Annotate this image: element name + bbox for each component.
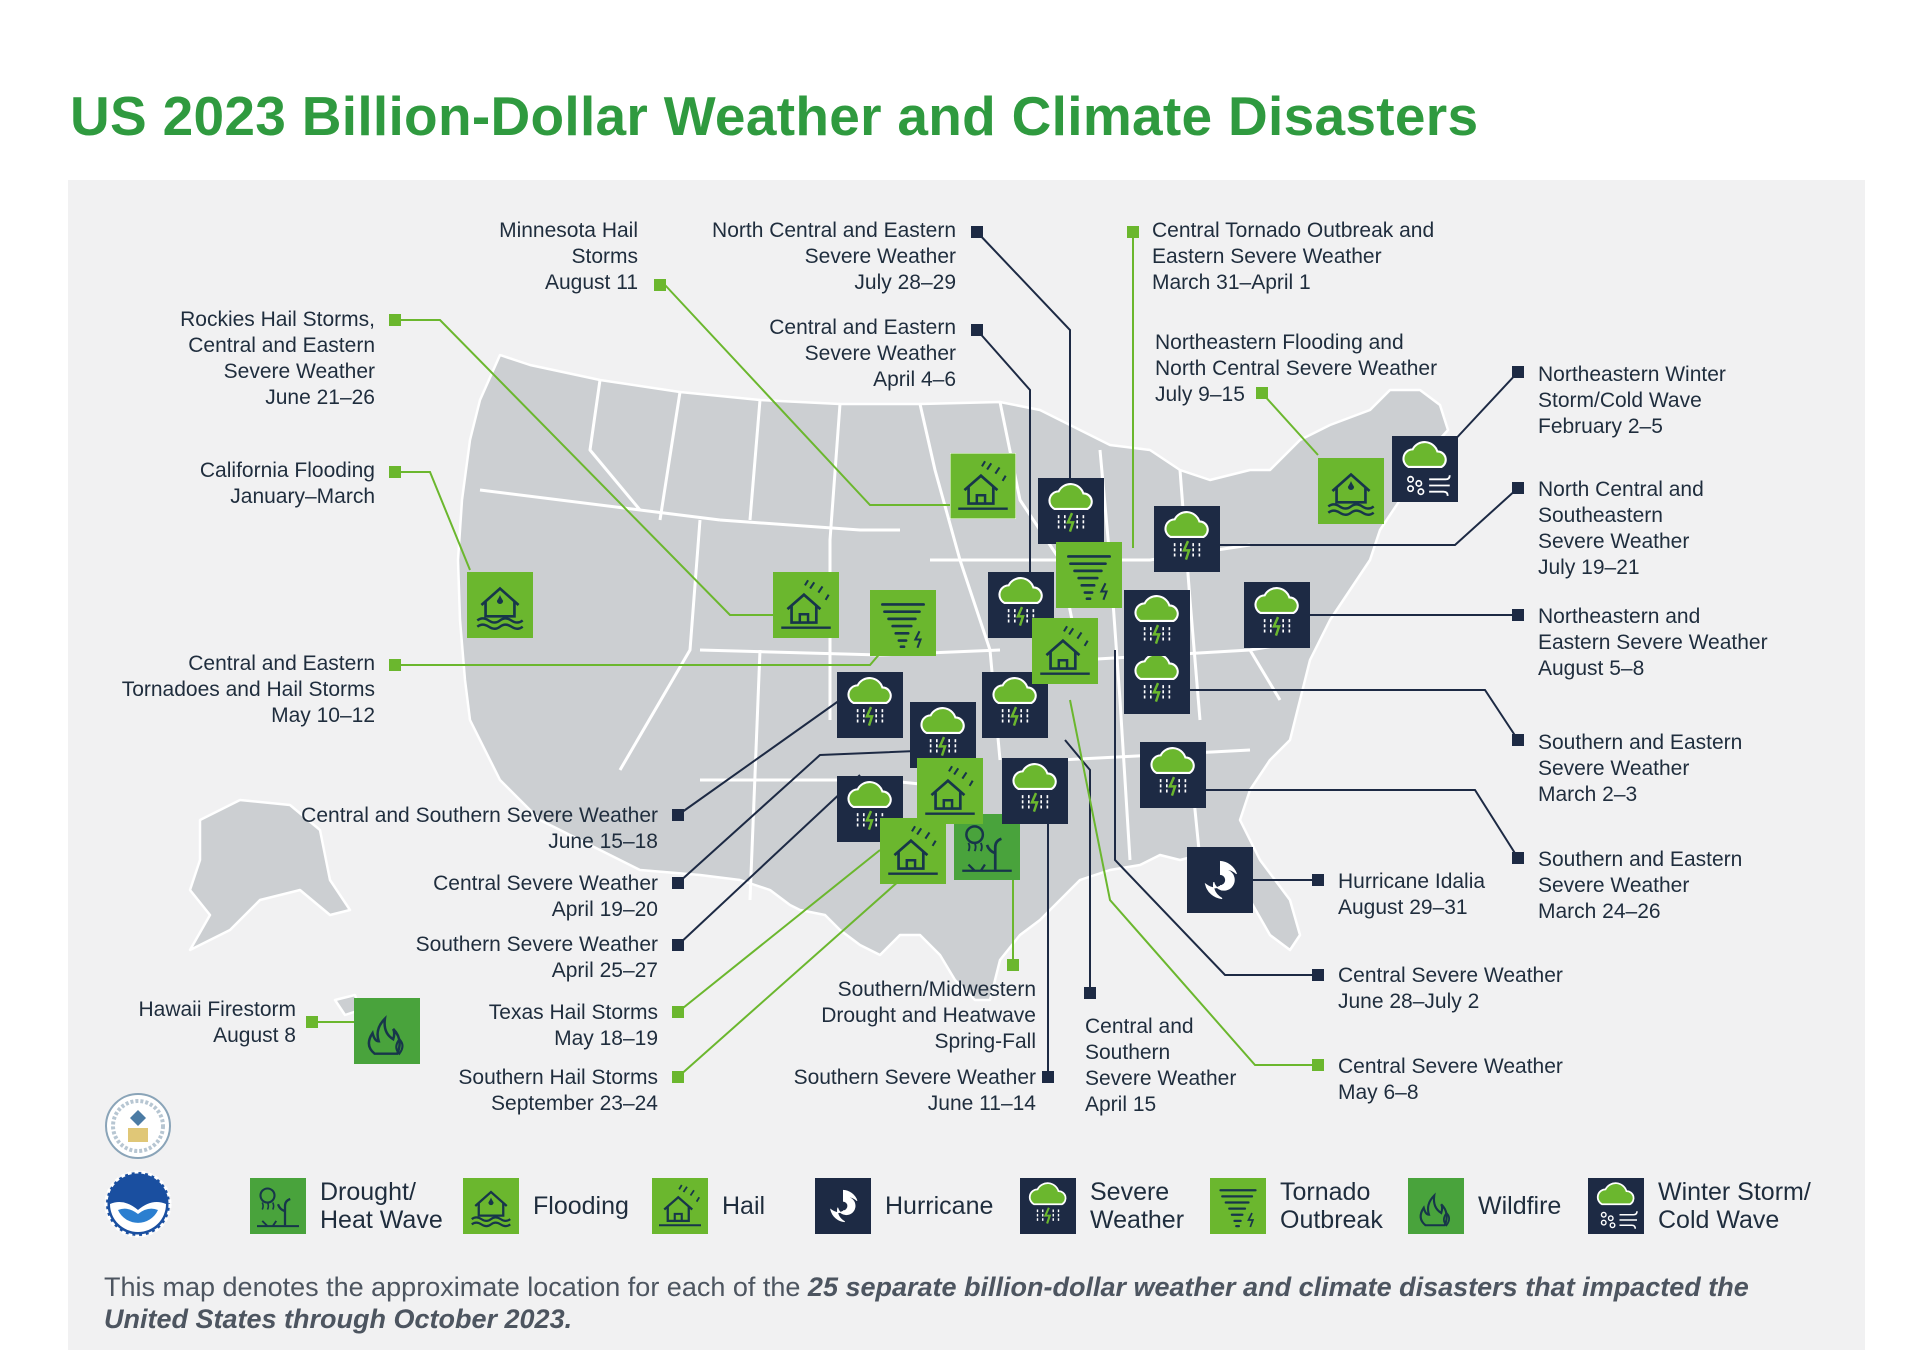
legend-item-severe-weather: Severe Weather [1020, 1178, 1184, 1234]
us-landmass [188, 353, 1450, 1034]
tornado-icon [1056, 542, 1122, 608]
hurricane-icon [815, 1178, 871, 1234]
caption-bold: 25 separate billion-dollar weather and c… [104, 1272, 1749, 1334]
legend-item-flooding: Flooding [463, 1178, 629, 1234]
hail-icon [773, 572, 839, 638]
legend-item-drought: Drought/ Heat Wave [250, 1178, 443, 1234]
legend-label: Hail [722, 1192, 766, 1220]
noaa-logo-icon [104, 1170, 172, 1238]
hail-icon [917, 758, 983, 824]
hail-icon [652, 1178, 708, 1234]
event-label-rockies-hail: Rockies Hail Storms, Central and Eastern… [180, 308, 375, 409]
severe-weather-icon [1244, 582, 1310, 648]
legend-label: Tornado Outbreak [1280, 1178, 1383, 1234]
event-label-northeastern-eastern-august: Northeastern and Eastern Severe Weather … [1538, 605, 1768, 680]
tornado-icon [1210, 1178, 1266, 1234]
legend-label: Wildfire [1478, 1192, 1562, 1220]
severe-weather-icon [1154, 506, 1220, 572]
event-label-southern-hail-september: Southern Hail Storms September 23–24 [458, 1066, 658, 1115]
hurricane-icon [1187, 847, 1253, 913]
legend-label: Severe Weather [1090, 1178, 1185, 1234]
page-title: US 2023 Billion-Dollar Weather and Clima… [70, 85, 1479, 147]
commerce-seal-icon [105, 1093, 171, 1159]
flooding-icon [463, 1178, 519, 1234]
legend-label: Flooding [533, 1192, 629, 1220]
caption: This map denotes the approximate locatio… [104, 1271, 1804, 1335]
event-label-north-central-eastern-july: North Central and Eastern Severe Weather… [712, 219, 956, 294]
event-label-southern-severe-april-25: Southern Severe Weather April 25–27 [415, 933, 658, 982]
event-label-california-flooding: California Flooding January–March [199, 459, 375, 508]
event-label-southern-eastern-march-2: Southern and Eastern Severe Weather Marc… [1538, 731, 1743, 806]
flooding-icon [467, 572, 533, 638]
severe-weather-icon [1038, 478, 1104, 544]
legend-item-wildfire: Wildfire [1408, 1178, 1561, 1234]
hail-icon [1032, 618, 1098, 684]
legend-item-hurricane: Hurricane [815, 1178, 993, 1234]
legend-label: Winter Storm/ Cold Wave [1658, 1178, 1811, 1234]
legend-label: Drought/ Heat Wave [320, 1178, 443, 1234]
severe-weather-icon [1124, 648, 1190, 714]
event-label-texas-hail: Texas Hail Storms May 18–19 [488, 1001, 658, 1050]
legend-item-tornado: Tornado Outbreak [1210, 1178, 1383, 1234]
winter-storm-icon [1392, 436, 1458, 502]
event-label-southern-severe-june-11: Southern Severe Weather June 11–14 [793, 1066, 1036, 1115]
event-label-hawaii-firestorm: Hawaii Firestorm August 8 [138, 998, 296, 1047]
hail-icon [950, 453, 1016, 519]
event-label-central-eastern-tornadoes: Central and Eastern Tornadoes and Hail S… [121, 652, 375, 727]
event-label-southern-eastern-march-24: Southern and Eastern Severe Weather Marc… [1538, 848, 1743, 923]
hail-icon [880, 818, 946, 884]
severe-weather-icon [1002, 758, 1068, 824]
leader-endpoints [306, 226, 1524, 1083]
event-label-central-severe-june-28: Central Severe Weather June 28–July 2 [1338, 964, 1563, 1013]
tornado-icon [870, 590, 936, 656]
legend-item-winter-storm: Winter Storm/ Cold Wave [1588, 1178, 1811, 1234]
event-label-central-severe-may-6: Central Severe Weather May 6–8 [1338, 1055, 1563, 1104]
legend-label: Hurricane [885, 1192, 994, 1220]
severe-weather-icon [1140, 742, 1206, 808]
wildfire-icon [354, 998, 420, 1064]
winter-storm-icon [1588, 1178, 1644, 1234]
event-label-central-eastern-april: Central and Eastern Severe Weather April… [769, 316, 956, 391]
event-label-minnesota-hail: Minnesota Hail Storms August 11 [499, 219, 638, 294]
event-label-central-southern-june: Central and Southern Severe Weather June… [301, 804, 658, 853]
event-label-central-severe-april-19: Central Severe Weather April 19–20 [433, 872, 658, 921]
wildfire-icon [1408, 1178, 1464, 1234]
event-label-northeastern-winter: Northeastern Winter Storm/Cold Wave Febr… [1538, 363, 1726, 438]
event-label-northeastern-flooding: Northeastern Flooding and North Central … [1155, 331, 1438, 406]
flooding-icon [1318, 458, 1384, 524]
severe-weather-icon [1020, 1178, 1076, 1234]
event-label-north-central-southeastern: North Central and Southeastern Severe We… [1538, 478, 1704, 579]
event-label-central-southern-april-15: Central and Southern Severe Weather Apri… [1085, 1015, 1237, 1116]
event-label-central-tornado-outbreak: Central Tornado Outbreak and Eastern Sev… [1152, 219, 1435, 294]
caption-plain: This map denotes the approximate locatio… [104, 1272, 808, 1302]
severe-weather-icon [1124, 590, 1190, 656]
event-label-hurricane-idalia: Hurricane Idalia August 29–31 [1338, 870, 1486, 919]
legend-item-hail: Hail [652, 1178, 765, 1234]
severe-weather-icon [837, 672, 903, 738]
event-label-drought-heatwave: Southern/Midwestern Drought and Heatwave… [821, 978, 1036, 1053]
drought-icon [250, 1178, 306, 1234]
